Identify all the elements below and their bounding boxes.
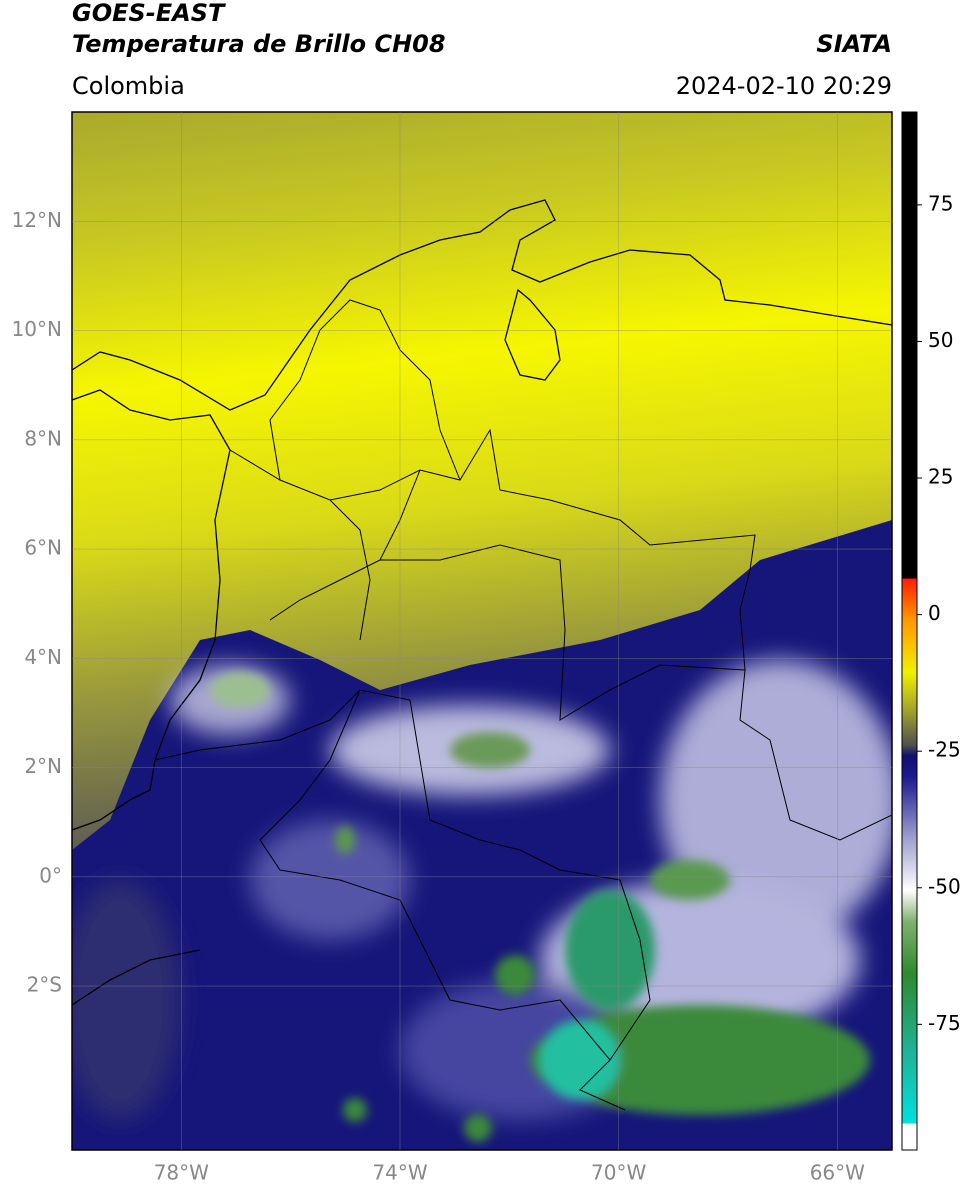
map-frame [71,111,893,1151]
satellite-image [72,112,892,1150]
timestamp: 2024-02-10 20:29 [676,72,892,100]
colorbar-tick-label: 75 [928,191,953,215]
lat-tick-label: 2°N [24,754,62,778]
lat-tick-label: 12°N [12,208,62,232]
title: GOES-EAST [72,0,226,27]
colorbar-tick-label: -75 [928,1011,961,1035]
colorbar-tick-label: -25 [928,738,961,762]
colorbar-tick-label: 25 [928,465,953,489]
lat-tick-label: 6°N [24,536,62,560]
lon-tick-label: 74°W [372,1161,427,1185]
lat-tick-label: 4°N [24,645,62,669]
lat-tick-label: 2°S [27,973,62,997]
lat-tick-label: 0° [39,863,62,887]
colorbar [901,111,918,1151]
subtitle: Temperatura de Brillo CH08 [72,30,446,58]
colorbar-tick-label: 0 [928,601,941,625]
lat-tick-label: 8°N [24,426,62,450]
lon-tick-label: 70°W [591,1161,646,1185]
lon-tick-label: 66°W [810,1161,865,1185]
lon-tick-label: 78°W [154,1161,209,1185]
region: Colombia [72,72,185,100]
source: SIATA [816,30,892,58]
colorbar-tick-label: 50 [928,328,953,352]
lat-tick-label: 10°N [12,317,62,341]
colorbar-tick-label: -50 [928,874,961,898]
